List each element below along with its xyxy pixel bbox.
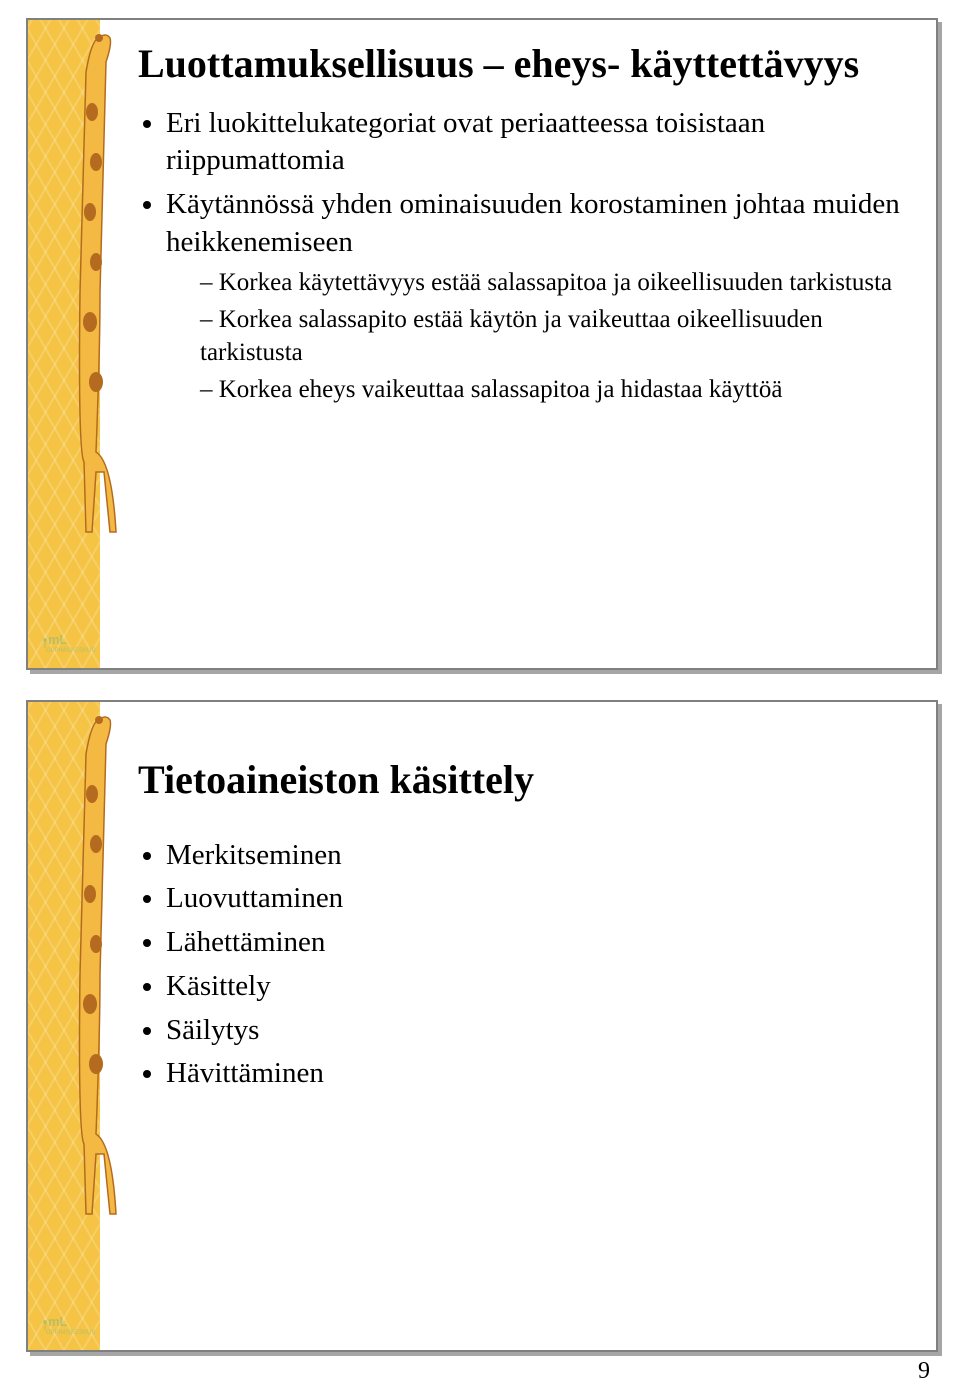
logo-text: mL <box>48 632 68 647</box>
slide-1-title: Luottamuksellisuus – eheys- käyttettävyy… <box>138 42 906 87</box>
sub-item: Korkea salassapito estää käytön ja vaike… <box>200 303 906 369</box>
bullet-text: Eri luokittelukategoriat ovat periaattee… <box>166 107 765 177</box>
slide-2-list: Merkitseminen Luovuttaminen Lähettäminen… <box>138 837 906 1093</box>
list-item: Lähettäminen <box>166 924 906 962</box>
slide-1-content: Luottamuksellisuus – eheys- käyttettävyy… <box>138 42 906 412</box>
slide-1: Luottamuksellisuus – eheys- käyttettävyy… <box>26 18 938 670</box>
bullet-text: Käytännössä yhden ominaisuuden korostami… <box>166 188 900 258</box>
footer-logo-icon: mL OPPIMISKESKUS <box>42 1312 132 1340</box>
slide-1-sublist: Korkea käytettävyys estää salassapitoa j… <box>166 266 906 406</box>
sub-item: Korkea käytettävyys estää salassapitoa j… <box>200 266 906 299</box>
slide-2-content: Tietoaineiston käsittely Merkitseminen L… <box>138 758 906 1099</box>
logo-sub: OPPIMISKESKUS <box>46 648 95 654</box>
list-item: Eri luokittelukategoriat ovat periaattee… <box>166 105 906 180</box>
list-item: Käsittely <box>166 968 906 1006</box>
footer-logo-icon: mL OPPIMISKESKUS <box>42 630 132 658</box>
logo-text: mL <box>48 1314 68 1329</box>
list-item: Merkitseminen <box>166 837 906 875</box>
giraffe-icon <box>66 714 126 1254</box>
slide-2-title: Tietoaineiston käsittely <box>138 758 906 803</box>
list-item: Säilytys <box>166 1012 906 1050</box>
slide-1-list: Eri luokittelukategoriat ovat periaattee… <box>138 105 906 406</box>
page: Luottamuksellisuus – eheys- käyttettävyy… <box>0 0 960 1395</box>
giraffe-icon <box>66 32 126 572</box>
list-item: Käytännössä yhden ominaisuuden korostami… <box>166 186 906 405</box>
list-item: Luovuttaminen <box>166 880 906 918</box>
sub-item: Korkea eheys vaikeuttaa salassapitoa ja … <box>200 373 906 406</box>
logo-sub: OPPIMISKESKUS <box>46 1330 95 1336</box>
list-item: Hävittäminen <box>166 1055 906 1093</box>
slide-2: Tietoaineiston käsittely Merkitseminen L… <box>26 700 938 1352</box>
page-number: 9 <box>918 1358 930 1385</box>
